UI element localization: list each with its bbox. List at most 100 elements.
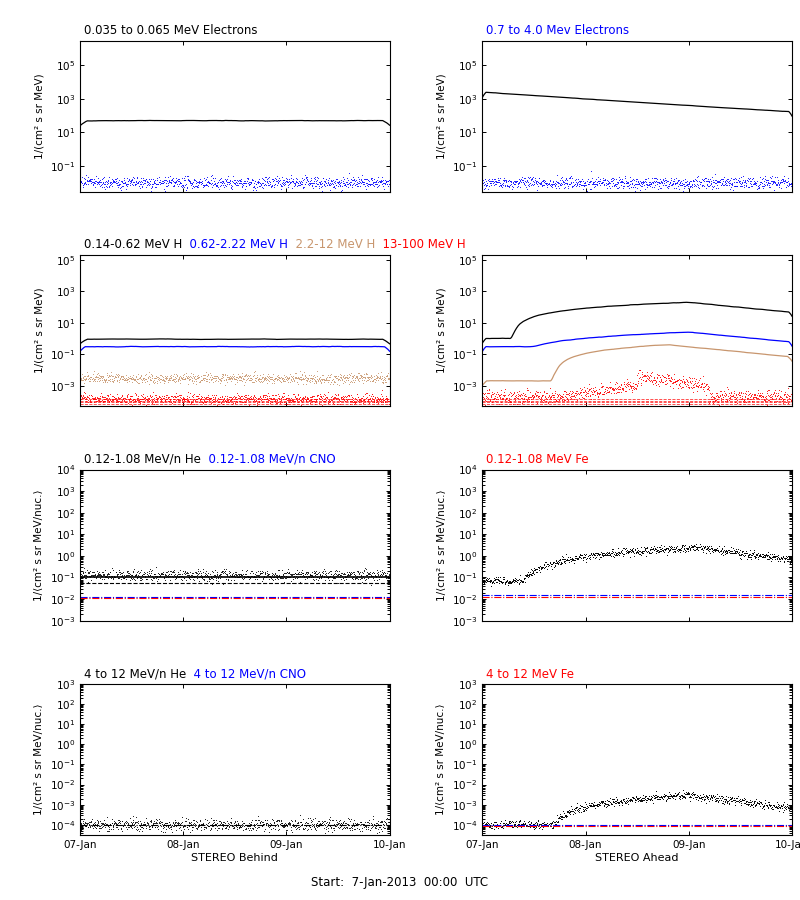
Point: [294, 174, 307, 188]
Point: [674, 175, 687, 189]
Point: [366, 171, 378, 185]
Point: [167, 565, 180, 580]
Point: [759, 548, 772, 562]
Point: [685, 174, 698, 188]
Point: [102, 370, 114, 384]
Point: [642, 178, 654, 193]
Point: [166, 393, 179, 408]
Point: [358, 178, 371, 193]
Point: [143, 566, 156, 580]
Point: [318, 175, 330, 189]
Point: [78, 177, 90, 192]
Point: [274, 393, 286, 408]
Point: [768, 549, 781, 563]
Point: [158, 573, 171, 588]
Point: [778, 799, 790, 814]
Point: [122, 372, 134, 386]
Point: [587, 546, 600, 561]
Point: [574, 548, 586, 562]
Point: [352, 176, 365, 190]
Point: [241, 371, 254, 385]
Point: [778, 387, 791, 401]
Point: [504, 576, 517, 590]
Point: [238, 570, 251, 584]
Point: [309, 170, 322, 184]
Point: [550, 176, 562, 191]
Point: [746, 797, 758, 812]
Point: [505, 395, 518, 410]
Point: [517, 393, 530, 408]
Point: [641, 793, 654, 807]
Point: [615, 382, 628, 396]
Point: [329, 819, 342, 833]
Point: [618, 792, 630, 806]
Point: [701, 382, 714, 396]
Point: [264, 391, 277, 405]
Point: [154, 567, 167, 581]
Point: [643, 373, 656, 387]
Point: [84, 814, 97, 829]
Point: [706, 541, 718, 555]
Point: [258, 370, 271, 384]
Point: [654, 176, 666, 190]
Point: [655, 537, 668, 552]
Point: [490, 575, 503, 590]
Point: [602, 174, 614, 188]
Point: [210, 393, 223, 408]
Point: [748, 177, 761, 192]
Point: [379, 371, 392, 385]
Point: [374, 387, 387, 401]
Point: [646, 374, 659, 389]
Point: [206, 818, 218, 832]
Point: [727, 792, 740, 806]
Point: [243, 177, 256, 192]
Point: [621, 175, 634, 189]
Point: [102, 395, 115, 410]
Point: [560, 809, 573, 824]
Point: [598, 173, 611, 187]
Point: [366, 820, 378, 834]
Point: [76, 178, 89, 193]
Point: [703, 178, 716, 193]
Point: [153, 391, 166, 405]
Point: [252, 176, 265, 190]
Point: [752, 796, 765, 811]
Point: [302, 392, 314, 406]
Point: [525, 177, 538, 192]
Point: [210, 369, 222, 383]
Point: [744, 543, 757, 557]
Point: [771, 551, 784, 565]
Point: [217, 397, 230, 411]
Point: [634, 794, 647, 808]
Point: [569, 553, 582, 567]
Point: [146, 177, 159, 192]
Point: [672, 175, 685, 189]
Point: [476, 176, 489, 190]
Point: [243, 392, 256, 407]
Point: [324, 569, 337, 583]
Point: [718, 175, 731, 189]
Point: [126, 393, 138, 408]
Point: [532, 817, 545, 832]
Point: [499, 382, 512, 397]
Point: [304, 371, 317, 385]
Point: [224, 816, 237, 831]
Point: [282, 562, 295, 576]
Point: [642, 544, 654, 559]
Point: [352, 565, 365, 580]
Point: [357, 396, 370, 410]
Point: [266, 174, 279, 188]
Point: [114, 392, 126, 406]
Point: [523, 171, 536, 185]
Point: [476, 573, 489, 588]
Point: [244, 390, 257, 404]
Point: [323, 176, 336, 191]
Point: [189, 369, 202, 383]
Point: [509, 571, 522, 585]
Point: [226, 372, 238, 386]
Point: [287, 374, 300, 388]
Point: [379, 569, 392, 583]
Point: [750, 547, 762, 562]
Point: [125, 571, 138, 585]
Point: [367, 389, 380, 403]
